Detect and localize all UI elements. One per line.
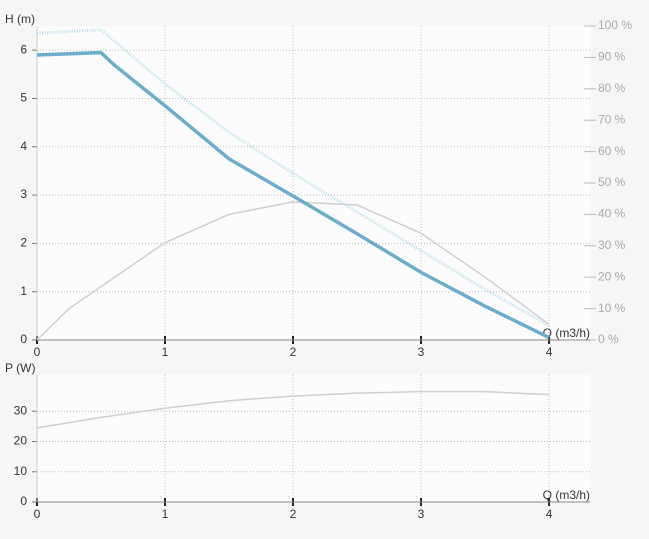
plot-area (37, 375, 590, 502)
y-tick-label: 1 (20, 284, 27, 298)
y2-tick-label: 20 % (598, 269, 626, 283)
line-series (36, 390, 550, 429)
y-tick-label: 5 (20, 91, 27, 105)
y-tick-label: 6 (20, 42, 27, 56)
x-tick-label: 3 (418, 345, 425, 359)
x-tick-label: 0 (34, 507, 41, 521)
y2-tick-label: 70 % (598, 112, 626, 126)
x-tick-label: 1 (162, 345, 169, 359)
y2-tick-label: 50 % (598, 175, 626, 189)
x-axis-title: Q (m3/h) (543, 488, 590, 502)
y2-tick-label: 0 % (598, 332, 619, 346)
y-tick-label: 0 (20, 494, 27, 508)
y-tick-label: 4 (20, 139, 27, 153)
x-tick-label: 1 (162, 507, 169, 521)
line-series (36, 201, 550, 341)
y2-tick-label: 90 % (598, 50, 626, 64)
x-axis-title: Q (m3/h) (543, 326, 590, 340)
x-tick-label: 3 (418, 507, 425, 521)
x-tick-label: 2 (290, 507, 297, 521)
x-tick-label: 4 (546, 507, 553, 521)
x-tick-label: 4 (546, 345, 553, 359)
y-tick-label: 0 (20, 332, 27, 346)
x-tick-label: 0 (34, 345, 41, 359)
y2-tick-label: 60 % (598, 144, 626, 158)
y-tick-label: 10 (14, 464, 28, 478)
y-axis-title: H (m) (5, 12, 35, 26)
y-tick-label: 20 (14, 434, 28, 448)
y-axis-title: P (W) (5, 361, 35, 375)
y2-tick-label: 80 % (598, 81, 626, 95)
y2-tick-label: 40 % (598, 207, 626, 221)
y-tick-label: 30 (14, 403, 28, 417)
y-tick-label: 2 (20, 236, 27, 250)
y2-tick-label: 30 % (598, 238, 626, 252)
y2-tick-label: 10 % (598, 301, 626, 315)
y-tick-label: 3 (20, 187, 27, 201)
line-series (36, 50, 550, 340)
y2-tick-label: 100 % (598, 18, 632, 32)
x-tick-label: 2 (290, 345, 297, 359)
